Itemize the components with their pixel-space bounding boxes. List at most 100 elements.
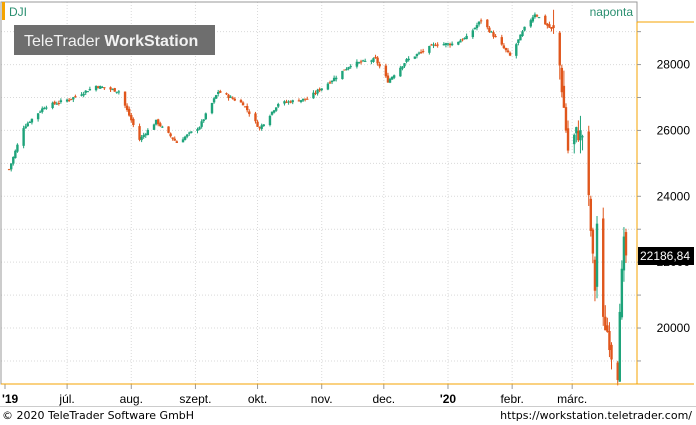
candle-body: [531, 17, 535, 22]
candle-body: [185, 134, 189, 137]
candle-body: [533, 14, 537, 18]
candle-body: [36, 113, 40, 120]
candle-body: [388, 78, 392, 83]
watermark-brand: TeleTrader: [24, 33, 104, 50]
candle-body: [552, 25, 555, 29]
candle-body: [132, 119, 135, 125]
candle-body: [506, 50, 510, 53]
candle-body: [212, 98, 216, 103]
candle-body: [347, 67, 350, 69]
svg-text:TeleTrader WorkStation: TeleTrader WorkStation: [24, 33, 198, 50]
candle-body: [161, 126, 164, 128]
candle-body: [566, 128, 570, 151]
candle-body: [471, 30, 475, 38]
candle-body: [130, 115, 133, 121]
candle-body: [14, 150, 17, 159]
candle-body: [152, 124, 156, 130]
candle-body: [602, 218, 605, 317]
chart-border: [0, 1, 638, 385]
candle-body: [96, 86, 100, 88]
candle-body: [111, 89, 114, 91]
candle-body: [94, 85, 98, 91]
candle-body: [581, 136, 584, 138]
watermark-background: [14, 25, 215, 55]
candle-body: [548, 24, 551, 28]
candle-body: [59, 100, 63, 103]
candle-body: [326, 83, 330, 90]
candle-body: [167, 126, 170, 133]
candle-body: [386, 75, 390, 83]
candle-body: [459, 40, 462, 43]
source-url-link[interactable]: https://workstation.teletrader.com/: [500, 409, 692, 422]
candle-body: [291, 100, 294, 103]
candle-body: [306, 98, 309, 100]
candle-body: [593, 259, 597, 291]
candle-body: [175, 141, 179, 143]
candle-body: [202, 119, 205, 122]
candle-body: [560, 67, 564, 93]
candle-body: [562, 85, 566, 108]
candle-body: [274, 107, 278, 111]
candle-body: [146, 129, 150, 135]
candle-body: [268, 115, 272, 126]
candle-body: [260, 125, 263, 129]
candle-body: [113, 88, 116, 92]
candle-body: [421, 50, 425, 52]
candle-body: [41, 108, 44, 112]
candle-body: [233, 98, 236, 101]
symbol-label[interactable]: DJI: [9, 5, 27, 19]
candle-body: [413, 56, 417, 59]
candle-body: [461, 39, 464, 41]
candle-body: [521, 31, 524, 36]
candle-body: [200, 121, 203, 127]
candle-body: [415, 54, 419, 57]
candle-body: [436, 44, 439, 46]
candle-body: [529, 20, 532, 27]
candle-body: [332, 77, 336, 82]
candle-body: [227, 94, 230, 99]
grid: [1, 2, 636, 384]
x-tick-label: júl.: [58, 392, 74, 406]
candle-body: [473, 27, 477, 30]
candle-body: [283, 101, 286, 104]
candle-body: [43, 107, 46, 110]
candle-body: [256, 121, 259, 127]
candle-body: [26, 123, 29, 127]
symbol-marker: [2, 2, 5, 20]
candle-body: [519, 34, 522, 41]
candle-body: [376, 57, 379, 64]
candle-body: [392, 75, 396, 78]
candle-body: [80, 94, 83, 96]
interval-label[interactable]: naponta: [590, 5, 634, 19]
candle-body: [285, 101, 288, 103]
candle-body: [363, 60, 367, 62]
candle-body: [587, 131, 590, 196]
candle-body: [517, 39, 520, 43]
candle-body: [550, 27, 553, 29]
copyright-text: © 2020 TeleTrader Software GmbH: [2, 409, 195, 422]
x-axis[interactable]: '19 júl. aug. szept. okt. nov. dec. '20 febr. már…: [2, 384, 587, 406]
y-tick-label: 26000: [657, 123, 691, 137]
watermark-product: WorkStation: [104, 33, 198, 50]
candle-body: [370, 60, 373, 62]
candle-body: [270, 111, 274, 115]
y-tick-label: 24000: [657, 189, 691, 203]
x-tick-label: márc.: [557, 392, 587, 406]
candle-body: [115, 91, 118, 93]
candle-body: [272, 110, 276, 113]
candle-body: [450, 43, 454, 46]
candle-body: [53, 101, 56, 104]
candle-body: [330, 80, 334, 83]
candle-body: [169, 133, 172, 137]
candle-body: [378, 64, 381, 67]
candle-body: [303, 98, 307, 100]
candle-body: [492, 32, 495, 37]
candle-body: [349, 66, 352, 68]
candle-body: [248, 111, 251, 115]
candle-body: [316, 89, 319, 94]
y-axis[interactable]: 2000022000240002600028000: [637, 31, 691, 362]
candle-body: [573, 134, 576, 145]
candle-body: [606, 325, 609, 332]
candle-body: [618, 311, 621, 382]
